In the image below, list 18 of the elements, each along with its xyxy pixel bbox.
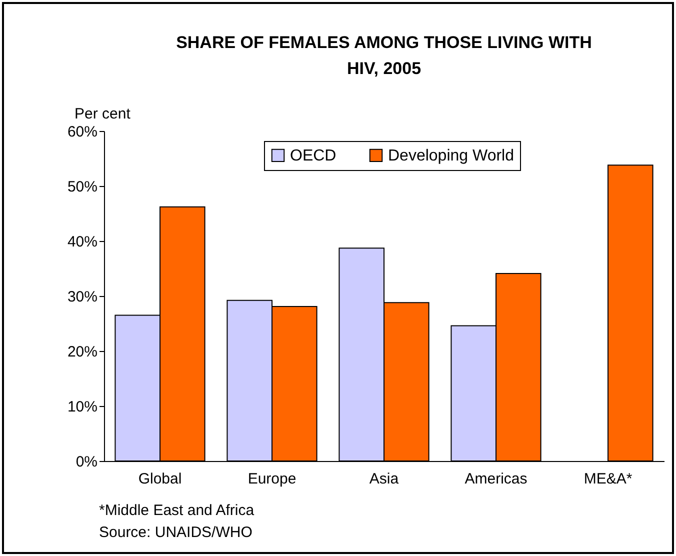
x-tick-label: Europe bbox=[248, 470, 296, 488]
y-tick-label: 60% bbox=[67, 124, 98, 140]
y-tick-label: 40% bbox=[67, 234, 98, 250]
y-tick-label: 0% bbox=[76, 454, 98, 470]
x-tick-label: Asia bbox=[369, 470, 400, 488]
y-tick-label: 20% bbox=[67, 344, 98, 360]
x-tick-label: Americas bbox=[464, 470, 528, 488]
source-note: Source: UNAIDS/WHO bbox=[99, 523, 254, 543]
text: *Middle East and Africa bbox=[99, 501, 254, 521]
y-axis-title: Per cent bbox=[74, 106, 132, 122]
y-tick-label: 10% bbox=[67, 398, 98, 416]
legend-label: OECD bbox=[290, 147, 336, 164]
x-tick-label: ME&A* bbox=[584, 470, 632, 488]
chart-title: SHARE OF FEMALES AMONG THOSE LIVING WITH HIV, 2005 bbox=[176, 33, 592, 78]
y-tick-label: 30% bbox=[67, 288, 98, 306]
legend-label: Developing World bbox=[388, 147, 514, 164]
x-tick-label: Global bbox=[138, 470, 182, 488]
y-tick-label: 50% bbox=[67, 178, 98, 196]
